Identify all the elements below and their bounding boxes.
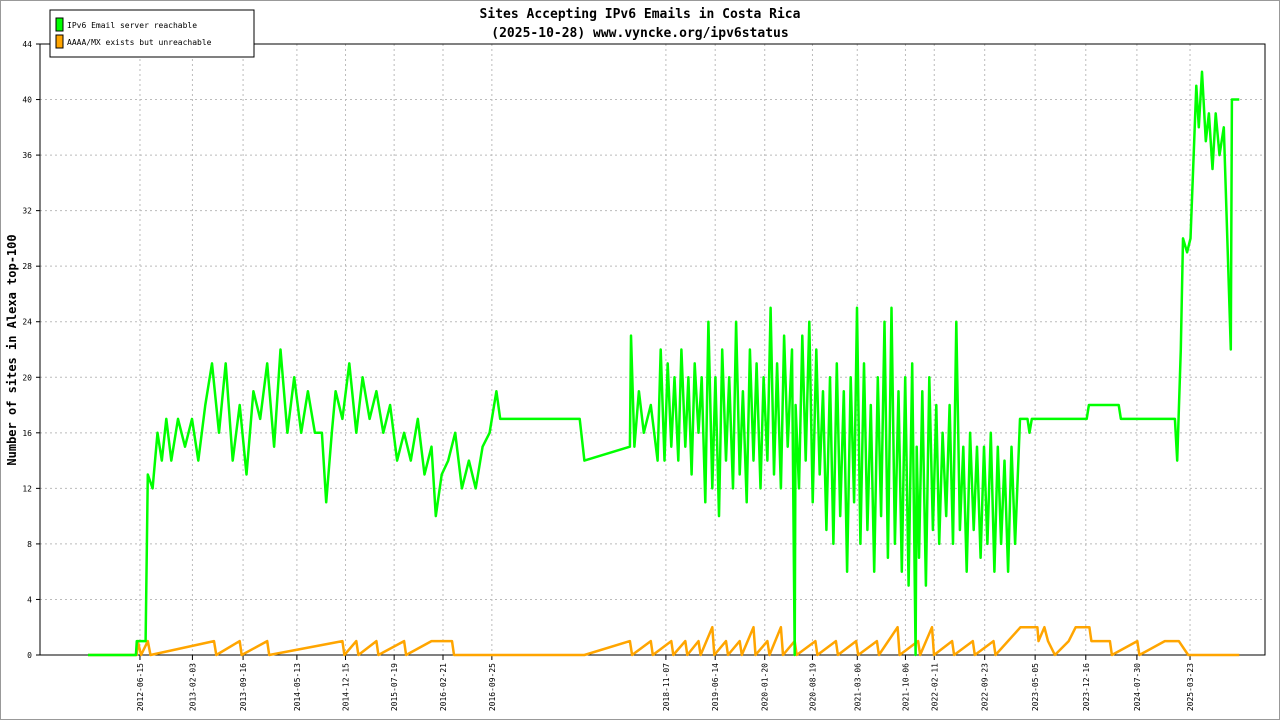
- x-tick-label: 2021-10-06: [901, 663, 910, 711]
- y-tick-label: 20: [22, 373, 32, 382]
- x-tick-label: 2019-06-14: [711, 663, 720, 711]
- x-tick-label: 2020-08-19: [808, 663, 817, 711]
- y-tick-label: 16: [22, 429, 32, 438]
- legend-swatch: [55, 17, 64, 32]
- x-tick-label: 2016-09-25: [488, 663, 497, 711]
- x-tick-label: 2023-12-16: [1082, 663, 1091, 711]
- x-tick-label: 2022-02-11: [930, 663, 939, 711]
- x-tick-label: 2024-07-30: [1133, 663, 1142, 711]
- series-line: [88, 625, 1240, 657]
- x-tick-label: 2014-12-15: [342, 663, 351, 711]
- x-tick-label: 2018-11-07: [662, 663, 671, 711]
- chart-title: Sites Accepting IPv6 Emails in Costa Ric…: [480, 7, 801, 22]
- legend-label: IPv6 Email server reachable: [67, 21, 197, 30]
- y-tick-label: 0: [27, 651, 32, 660]
- y-tick-label: 12: [22, 484, 32, 493]
- x-tick-label: 2020-01-20: [761, 663, 770, 711]
- x-tick-label: 2015-07-19: [390, 663, 399, 711]
- x-tick-label: 2014-05-13: [293, 663, 302, 711]
- x-tick-label: 2023-05-05: [1031, 663, 1040, 711]
- y-tick-label: 4: [27, 595, 32, 604]
- y-tick-label: 28: [22, 262, 32, 271]
- legend-swatch: [55, 34, 64, 49]
- series-line: [88, 70, 1240, 657]
- y-tick-label: 36: [22, 151, 32, 160]
- y-tick-label: 44: [22, 40, 32, 49]
- x-tick-label: 2013-02-03: [188, 663, 197, 711]
- y-tick-label: 40: [22, 96, 32, 105]
- legend-label: AAAA/MX exists but unreachable: [67, 38, 212, 47]
- y-tick-label: 8: [27, 540, 32, 549]
- x-tick-label: 2022-09-23: [981, 663, 990, 711]
- x-tick-label: 2016-02-21: [439, 663, 448, 711]
- x-tick-label: 2025-03-23: [1186, 663, 1195, 711]
- x-tick-label: 2021-03-06: [853, 663, 862, 711]
- x-tick-label: 2012-06-15: [136, 663, 145, 711]
- y-tick-label: 24: [22, 318, 32, 327]
- x-tick-label: 2013-09-16: [239, 663, 248, 711]
- legend-box: [49, 9, 255, 58]
- chart-subtitle: (2025-10-28) www.vyncke.org/ipv6status: [491, 26, 788, 41]
- y-tick-label: 32: [22, 207, 32, 216]
- y-axis-label: Number of sites in Alexa top-100: [5, 234, 19, 465]
